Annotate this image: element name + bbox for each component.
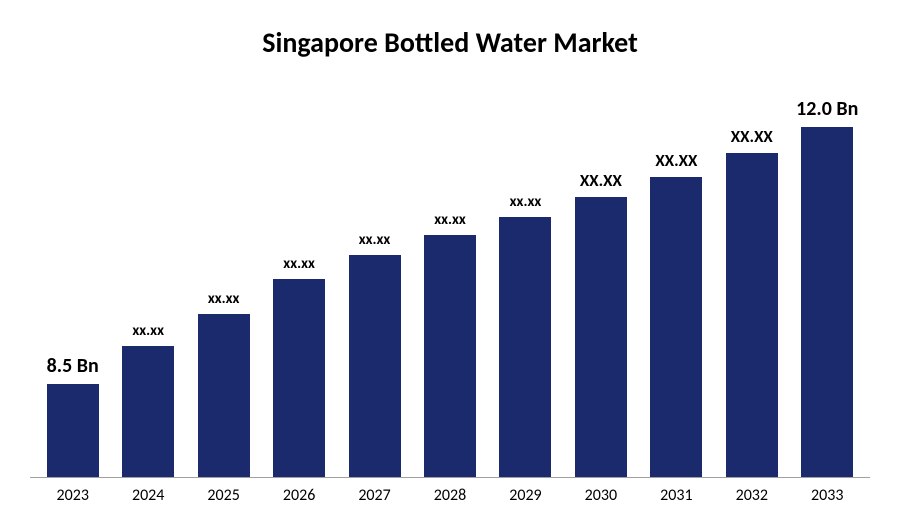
bar: [349, 255, 401, 477]
bar-group: XX.XX: [639, 95, 714, 477]
bar-group: XX.XX: [714, 95, 789, 477]
bar: [801, 127, 853, 477]
bar-group: xx.xx: [337, 95, 412, 477]
bar-group: xx.xx: [488, 95, 563, 477]
bar: [424, 235, 476, 477]
x-axis-tick: 2031: [639, 486, 714, 505]
bar-value-label: 8.5 Bn: [47, 354, 99, 378]
x-axis-tick: 2032: [714, 486, 789, 505]
x-axis: 2023202420252026202720282029203020312032…: [30, 478, 870, 505]
bar-group: xx.xx: [261, 95, 336, 477]
bar-group: xx.xx: [412, 95, 487, 477]
bar: [575, 197, 627, 477]
bar: [47, 384, 99, 477]
x-axis-tick: 2024: [110, 486, 185, 505]
x-axis-tick: 2025: [186, 486, 261, 505]
x-axis-tick: 2027: [337, 486, 412, 505]
bar: [273, 279, 325, 477]
x-axis-tick: 2033: [790, 486, 865, 505]
bar-value-label: xx.xx: [208, 290, 240, 308]
bar: [726, 153, 778, 477]
bar-group: xx.xx: [110, 95, 185, 477]
x-axis-tick: 2028: [412, 486, 487, 505]
plot-area: 8.5 Bn xx.xx xx.xx xx.xx xx.xx xx.xx xx.xx XX.X…: [30, 95, 870, 478]
bar-value-label: 12.0 Bn: [796, 97, 858, 121]
bar-group: XX.XX: [563, 95, 638, 477]
bar-value-label: xx.xx: [132, 322, 164, 340]
bar-group: 12.0 Bn: [790, 95, 865, 477]
bar-group: 8.5 Bn: [35, 95, 110, 477]
bar: [198, 314, 250, 477]
x-axis-tick: 2023: [35, 486, 110, 505]
bar-group: xx.xx: [186, 95, 261, 477]
bar: [499, 217, 551, 477]
x-axis-tick: 2030: [563, 486, 638, 505]
bar: [122, 346, 174, 477]
x-axis-tick: 2026: [261, 486, 336, 505]
bar-value-label: xx.xx: [434, 211, 466, 229]
bar-value-label: XX.XX: [731, 126, 773, 147]
bar: [650, 177, 702, 477]
chart-container: Singapore Bottled Water Market 8.5 Bn xx.…: [0, 0, 900, 525]
chart-title: Singapore Bottled Water Market: [30, 25, 870, 60]
bar-value-label: xx.xx: [283, 255, 315, 273]
bar-value-label: XX.XX: [655, 150, 697, 171]
x-axis-tick: 2029: [488, 486, 563, 505]
bar-value-label: XX.XX: [580, 170, 622, 191]
bar-value-label: xx.xx: [510, 193, 542, 211]
bar-value-label: xx.xx: [359, 231, 391, 249]
